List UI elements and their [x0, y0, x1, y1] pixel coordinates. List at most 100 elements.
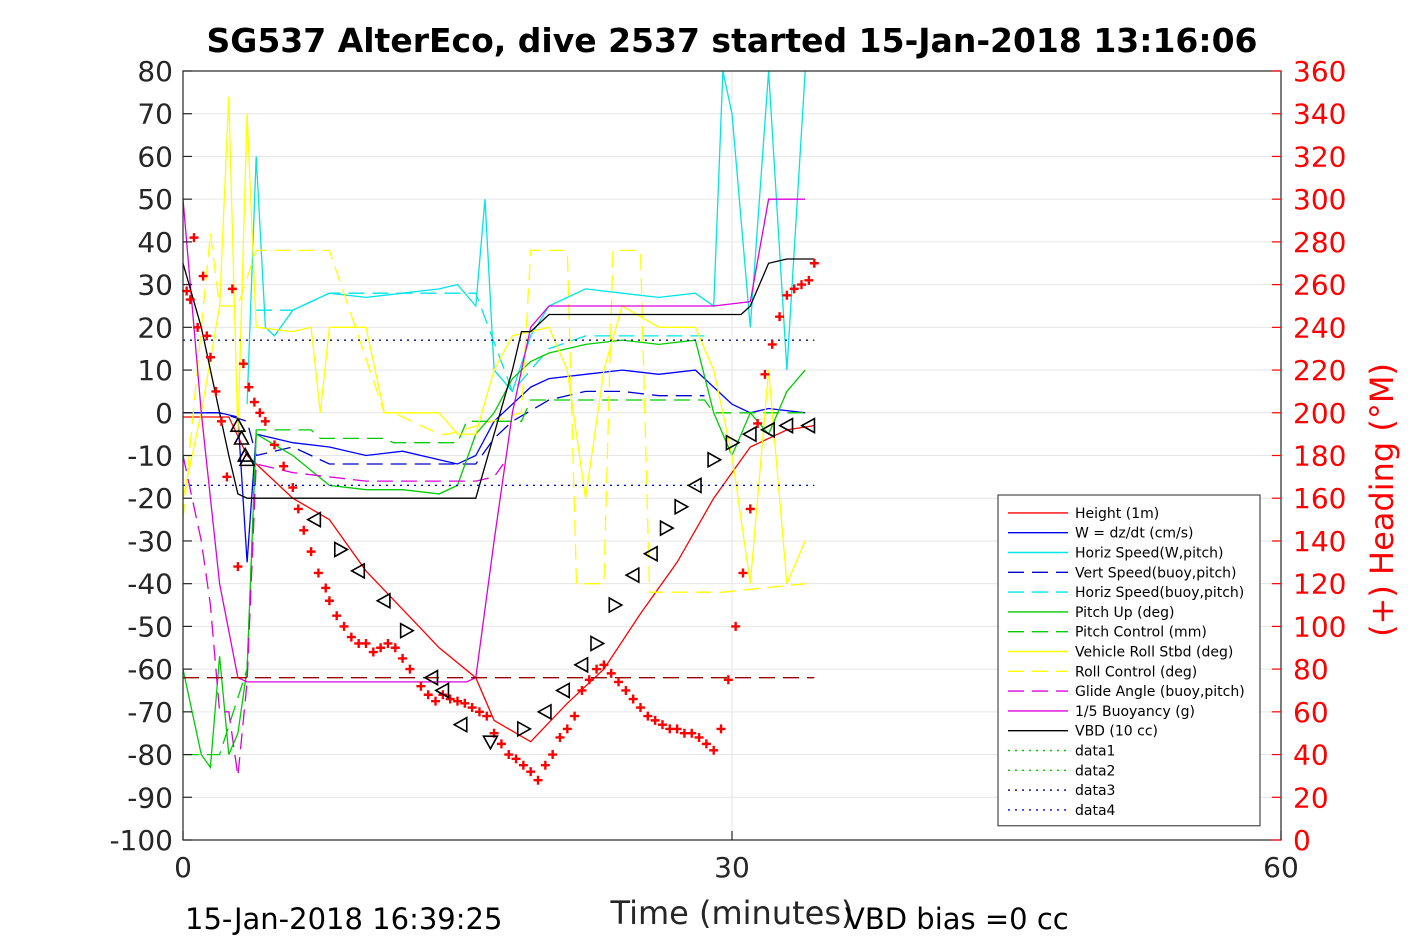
heading-point: [227, 284, 237, 294]
direction-marker: [725, 434, 741, 452]
heading-point: [460, 698, 470, 708]
heading-point: [189, 233, 199, 243]
direction-marker: [686, 477, 702, 494]
heading-point: [562, 724, 572, 734]
y-tick-label: 0: [155, 397, 173, 430]
y-right-tick-label: 180: [1293, 440, 1346, 473]
heading-point: [482, 711, 492, 721]
heading-point: [789, 284, 799, 294]
heading-point: [293, 504, 303, 514]
heading-point: [255, 408, 265, 418]
heading-point: [621, 685, 631, 695]
y-tick-label: -10: [127, 440, 173, 473]
series-line: [182, 339, 806, 770]
heading-point: [416, 681, 426, 691]
heading-point: [731, 621, 741, 631]
footer-timestamp: 15-Jan-2018 16:39:25: [185, 902, 502, 936]
heading-point: [570, 711, 580, 721]
footer-vbd-bias: VBD bias =0 cc: [845, 902, 1069, 936]
heading-point: [474, 707, 484, 717]
heading-point: [650, 715, 660, 725]
heading-point: [405, 664, 415, 674]
heading-point: [636, 703, 645, 713]
direction-marker: [707, 451, 723, 469]
y-right-tick-label: 0: [1293, 824, 1311, 857]
heading-point: [540, 760, 550, 770]
legend: Height (1m) W = dz/dt (cm/s) Horiz Speed(W…: [997, 494, 1261, 827]
chart-title: SG537 AlterEco, dive 2537 started 15-Jan…: [206, 21, 1257, 60]
heading-point: [643, 711, 653, 721]
legend-label: Roll Control (deg): [1075, 664, 1197, 680]
heading-point: [383, 638, 393, 648]
legend-label: 1/5 Buoyancy (g): [1075, 704, 1195, 720]
direction-marker: [590, 635, 606, 652]
heading-point: [745, 504, 755, 514]
direction-marker: [333, 541, 350, 558]
heading-point: [185, 295, 195, 305]
legend-label: Horiz Speed(W,pitch): [1075, 546, 1223, 562]
direction-marker: [452, 716, 468, 734]
y-tick-label: -100: [109, 824, 173, 857]
heading-point: [709, 745, 719, 755]
y-right-tick-label: 140: [1293, 525, 1346, 558]
heading-point: [182, 286, 192, 296]
series-line: [256, 292, 705, 393]
heading-point: [753, 418, 763, 428]
heading-point: [332, 611, 342, 621]
heading-point: [606, 668, 616, 678]
series-line: [182, 198, 806, 683]
direction-marker: [554, 682, 571, 699]
direction-marker: [759, 421, 775, 439]
heading-point: [346, 632, 356, 642]
legend-label: Vehicle Roll Stbd (deg): [1075, 645, 1233, 661]
direction-marker: [434, 682, 450, 699]
heading-point: [324, 596, 334, 606]
legend-label: VBD (10 cc): [1075, 724, 1158, 740]
y-right-tick-label: 200: [1293, 397, 1346, 430]
series-line: [183, 416, 815, 743]
heading-point: [198, 271, 208, 281]
y-tick-label: 40: [137, 226, 173, 259]
series-line: [182, 455, 504, 776]
y-tick-label: 60: [137, 140, 173, 173]
heading-point: [249, 397, 259, 407]
y-right-tick-label: 260: [1293, 269, 1346, 302]
direction-marker: [659, 519, 675, 537]
heading-point: [216, 416, 226, 426]
direction-marker: [482, 735, 499, 751]
heading-point: [548, 750, 558, 760]
direction-marker: [375, 592, 391, 610]
y-tick-label: -30: [127, 525, 173, 558]
y-tick-label: 30: [137, 269, 173, 302]
y-right-tick-label: 240: [1293, 311, 1346, 344]
heading-point: [760, 369, 770, 379]
heading-point: [767, 339, 777, 349]
series-lines: [182, 70, 815, 776]
y-right-tick-label: 100: [1293, 610, 1346, 643]
y-tick-label: -50: [127, 610, 173, 643]
series-line: [182, 258, 815, 499]
heading-point: [306, 547, 316, 557]
direction-markers: [229, 416, 816, 751]
heading-point: [804, 275, 814, 285]
heading-point: [233, 562, 243, 572]
y-right-tick-label: 80: [1293, 653, 1329, 686]
y-tick-label: 70: [137, 98, 173, 131]
y-tick-label: -80: [127, 739, 173, 772]
direction-marker: [741, 425, 757, 443]
heading-point: [775, 312, 785, 322]
direction-marker: [423, 669, 439, 687]
y-right-tick-label: 340: [1293, 98, 1346, 131]
heading-point: [518, 760, 528, 770]
y-tick-label: -20: [127, 482, 173, 515]
heading-point: [205, 352, 215, 362]
heading-point: [592, 664, 602, 674]
legend-label: data1: [1075, 744, 1115, 760]
y-tick-label: -70: [127, 696, 173, 729]
heading-point: [260, 416, 270, 426]
y-tick-label: -60: [127, 653, 173, 686]
legend-label: Height (1m): [1075, 506, 1159, 522]
series-line: [183, 390, 705, 465]
y-tick-label: 10: [137, 354, 173, 387]
y-right-tick-label: 60: [1293, 696, 1329, 729]
